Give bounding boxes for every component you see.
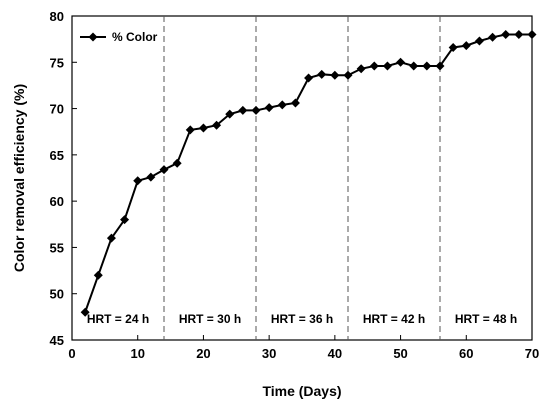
y-tick-label: 50 <box>50 287 64 302</box>
data-point-marker <box>382 61 392 71</box>
data-point-marker <box>409 61 419 71</box>
data-point-marker <box>159 165 169 175</box>
data-point-marker <box>488 32 498 42</box>
y-tick-label: 45 <box>50 333 64 348</box>
plot-area-frame <box>71 15 533 341</box>
data-point-marker <box>461 41 471 51</box>
data-point-marker <box>133 176 143 186</box>
data-point-marker <box>317 69 327 79</box>
hrt-annotation: HRT = 36 h <box>271 312 333 326</box>
y-tick-label: 70 <box>50 102 64 117</box>
x-tick-label: 40 <box>328 346 342 361</box>
data-point-marker <box>304 73 314 83</box>
data-point-marker <box>225 109 235 119</box>
data-point-marker <box>80 307 90 317</box>
x-tick-label: 0 <box>68 346 75 361</box>
data-point-marker <box>448 42 458 52</box>
data-point-marker <box>356 64 366 74</box>
legend-label: % Color <box>112 30 158 44</box>
x-tick-label: 60 <box>459 346 473 361</box>
data-point-marker <box>172 158 182 168</box>
y-tick-label: 55 <box>50 240 64 255</box>
data-point-marker <box>396 57 406 67</box>
data-point-marker <box>369 61 379 71</box>
data-point-marker <box>251 105 261 115</box>
y-tick-label: 75 <box>50 55 64 70</box>
y-tick-label: 65 <box>50 148 64 163</box>
y-tick-label: 80 <box>50 9 64 24</box>
y-tick-label: 60 <box>50 194 64 209</box>
data-point-marker <box>527 30 537 40</box>
data-point-marker <box>212 120 222 130</box>
hrt-annotation: HRT = 24 h <box>87 312 149 326</box>
x-axis-label: Time (Days) <box>262 383 341 399</box>
data-point-marker <box>120 215 130 225</box>
data-point-marker <box>290 98 300 108</box>
data-point-marker <box>514 30 524 40</box>
data-point-marker <box>146 172 156 182</box>
data-point-marker <box>198 123 208 133</box>
x-tick-label: 10 <box>130 346 144 361</box>
data-point-marker <box>277 100 287 110</box>
data-point-marker <box>330 70 340 80</box>
hrt-annotation: HRT = 48 h <box>455 312 517 326</box>
data-point-marker <box>422 61 432 71</box>
data-point-marker <box>238 105 248 115</box>
data-point-marker <box>435 61 445 71</box>
data-point-marker <box>264 103 274 113</box>
data-point-marker <box>185 125 195 135</box>
data-point-marker <box>474 36 484 46</box>
legend-marker-diamond <box>88 32 98 42</box>
data-point-marker <box>106 233 116 243</box>
data-point-marker <box>93 270 103 280</box>
data-point-marker <box>501 30 511 40</box>
x-tick-label: 20 <box>196 346 210 361</box>
x-tick-label: 50 <box>393 346 407 361</box>
data-point-marker <box>343 70 353 80</box>
y-axis-label: Color removal efficiency (%) <box>11 84 27 272</box>
hrt-annotation: HRT = 42 h <box>363 312 425 326</box>
hrt-annotation: HRT = 30 h <box>179 312 241 326</box>
x-tick-label: 70 <box>525 346 539 361</box>
x-tick-label: 30 <box>262 346 276 361</box>
